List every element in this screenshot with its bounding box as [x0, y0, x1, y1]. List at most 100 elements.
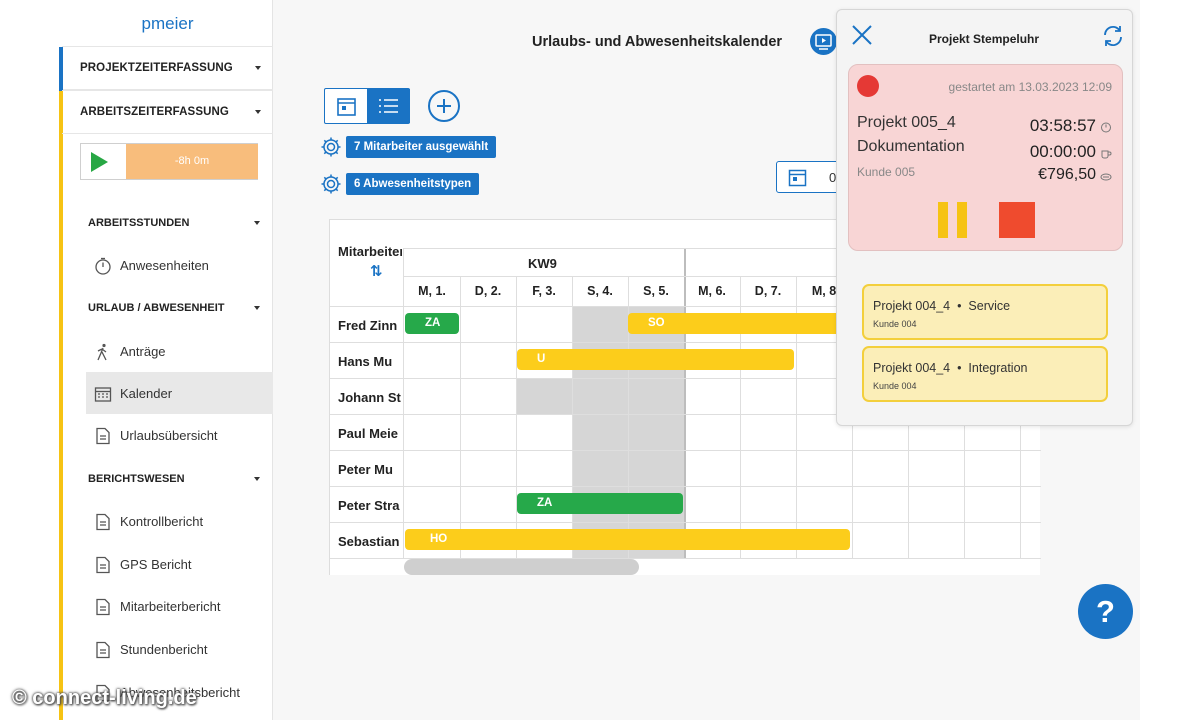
sidebar-item-label: Stundenbericht — [120, 642, 208, 657]
weekend-shading — [516, 378, 572, 414]
sidebar-item-abwesenheitsbericht[interactable]: Abwesenheitsbericht — [86, 671, 273, 713]
task-activity: Service — [968, 299, 1011, 313]
day-header: M, 1. — [418, 284, 446, 298]
group-urlaub-abwesenheit[interactable]: URLAUB / ABWESENHEIT — [88, 302, 260, 314]
tutorial-video-icon[interactable] — [810, 28, 837, 55]
section-arbeitszeiterfassung[interactable]: ARBEITSZEITERFASSUNG — [62, 90, 273, 134]
sidebar-item-label: Kalender — [120, 386, 173, 401]
employees-filter-button[interactable]: 7 Mitarbeiter ausgewählt — [346, 136, 497, 158]
day-header: M, 6. — [698, 284, 726, 298]
sidebar-item-label: Kontrollbericht — [120, 514, 204, 529]
group-berichtswesen[interactable]: BERICHTSWESEN — [88, 473, 260, 485]
sidebar-item-label: Anwesenheiten — [120, 258, 209, 273]
employee-row-label: Johann St — [338, 390, 401, 405]
caret-down-icon — [255, 110, 261, 114]
help-button[interactable]: ? — [1078, 584, 1133, 639]
watermark: © connect-living.de — [12, 687, 197, 709]
sidebar-item-label: Mitarbeiterbericht — [120, 599, 221, 614]
calendar-icon — [94, 387, 112, 402]
sidebar-item-label: Anträge — [120, 344, 166, 359]
sidebar: pmeier PROJEKTZEITERFASSUNG ARBEITSZEITE… — [59, 0, 273, 720]
section-projektzeiterfassung[interactable]: PROJEKTZEITERFASSUNG — [59, 46, 273, 91]
caret-down-icon — [254, 477, 260, 481]
employee-row-label: Peter Mu — [338, 462, 393, 477]
view-toggle[interactable] — [324, 88, 410, 124]
refresh-icon[interactable] — [1101, 24, 1125, 48]
sidebar-item-urlaubsuebersicht[interactable]: Urlaubsübersicht — [86, 414, 273, 456]
started-at: gestartet am 13.03.2023 12:09 — [948, 80, 1112, 94]
caret-down-icon — [255, 66, 261, 70]
absence-event[interactable]: U — [517, 349, 794, 370]
task-customer: Kunde 004 — [873, 381, 917, 391]
calendar-view-icon[interactable] — [336, 96, 357, 117]
list-view-icon — [379, 99, 398, 113]
day-header: M, 8 — [811, 284, 837, 298]
employee-row-label: Fred Zinn — [338, 318, 398, 333]
pause-button[interactable] — [938, 202, 968, 238]
document-icon — [96, 556, 110, 574]
group-label: ARBEITSSTUNDEN — [88, 217, 190, 229]
document-icon — [96, 513, 110, 531]
date-picker-button[interactable]: 0 — [776, 161, 840, 193]
sidebar-item-mitarbeiterbericht[interactable]: Mitarbeiterbericht — [86, 585, 273, 627]
coffee-icon — [1101, 150, 1112, 159]
amount: €796,50 — [1038, 166, 1096, 183]
gear-icon[interactable] — [320, 173, 342, 195]
section-label: ARBEITSZEITERFASSUNG — [80, 106, 229, 118]
stopwatch-icon — [95, 257, 111, 275]
sidebar-item-kalender[interactable]: Kalender — [86, 372, 273, 414]
sidebar-item-stundenbericht[interactable]: Stundenbericht — [86, 628, 273, 670]
stop-button[interactable] — [999, 202, 1035, 238]
caret-down-icon — [254, 306, 260, 310]
sidebar-item-kontrollbericht[interactable]: Kontrollbericht — [86, 500, 273, 542]
absence-event[interactable]: SO — [628, 313, 843, 334]
task-title: Projekt 004_4 • Integration — [873, 361, 1028, 375]
employee-row-label: Hans Mu — [338, 354, 393, 369]
calendar-icon — [788, 169, 807, 187]
absence-types-filter-button[interactable]: 6 Abwesenheitstypen — [346, 173, 480, 195]
add-absence-button[interactable] — [428, 90, 460, 122]
task-project: Projekt 004_4 — [873, 299, 951, 313]
pause-time: 00:00:00 — [1029, 142, 1096, 161]
employee-row-label: Peter Stra — [338, 498, 400, 513]
play-icon[interactable] — [91, 152, 108, 172]
group-label: URLAUB / ABWESENHEIT — [88, 302, 225, 314]
recent-task-card[interactable]: Projekt 004_4 • Service Kunde 004 — [862, 284, 1108, 340]
list-view-button[interactable] — [367, 89, 410, 123]
timer-icon — [1101, 122, 1111, 133]
money-icon — [1100, 173, 1112, 181]
active-timer-card: gestartet am 13.03.2023 12:09 Projekt 00… — [848, 64, 1123, 251]
right-margin — [1140, 0, 1200, 720]
elapsed-time: 03:58:57 — [1029, 116, 1096, 135]
employee-row-label: Paul Meie — [338, 426, 398, 441]
sidebar-item-label: GPS Bericht — [120, 557, 192, 572]
day-header: S, 4. — [587, 284, 613, 298]
task-customer: Kunde 004 — [873, 319, 917, 329]
project-timeclock-popup: Projekt Stempeluhr gestartet am 13.03.20… — [836, 9, 1133, 426]
sidebar-item-label: Urlaubsübersicht — [120, 428, 218, 443]
absence-event[interactable]: ZA — [405, 313, 459, 334]
caret-down-icon — [254, 221, 260, 225]
sidebar-item-gps-bericht[interactable]: GPS Bericht — [86, 543, 273, 585]
close-icon[interactable] — [851, 24, 873, 46]
section-indicator-yellow — [59, 91, 63, 720]
horizontal-scrollbar[interactable] — [404, 559, 639, 575]
day-header: D, 2. — [474, 284, 502, 298]
week-label: KW9 — [528, 256, 557, 271]
recent-task-card[interactable]: Projekt 004_4 • Integration Kunde 004 — [862, 346, 1108, 402]
work-time-timer[interactable]: -8h 0m — [80, 143, 258, 180]
absence-event[interactable]: ZA — [517, 493, 683, 514]
absence-event[interactable]: HO — [405, 529, 850, 550]
username: pmeier — [141, 14, 194, 33]
sidebar-item-anwesenheiten[interactable]: Anwesenheiten — [86, 244, 273, 286]
group-arbeitsstunden[interactable]: ARBEITSSTUNDEN — [88, 217, 260, 229]
sidebar-item-antraege[interactable]: Anträge — [86, 330, 273, 372]
absence-calendar: Mitarbeiter ⇅ KW9 M, 1. D, 2. F, 3. S, 4… — [329, 219, 1041, 575]
gear-icon[interactable] — [320, 136, 342, 158]
sort-icon[interactable]: ⇅ — [370, 263, 383, 280]
document-icon — [96, 427, 110, 445]
sidebar-item-label: Abwesenheitsbericht — [120, 685, 240, 700]
timer-value: -8h 0m — [126, 144, 258, 179]
recording-indicator-icon — [857, 75, 879, 97]
active-activity: Dokumentation — [857, 138, 965, 155]
